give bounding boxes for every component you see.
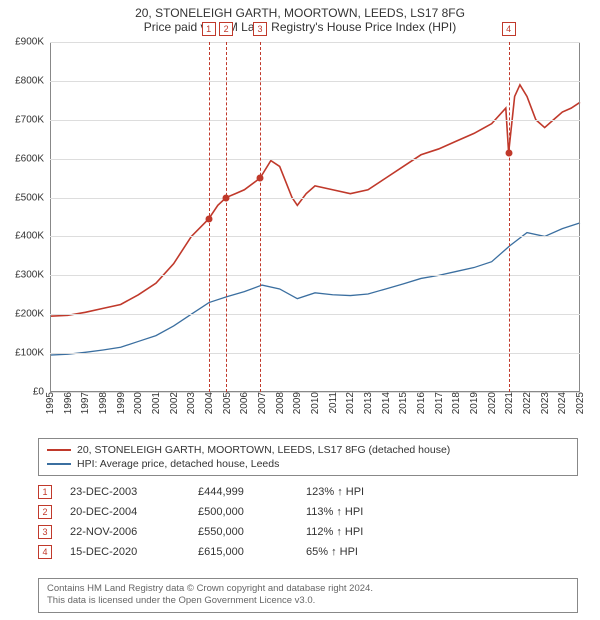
gridline-h <box>50 353 580 354</box>
x-tick-label: 1996 <box>63 392 74 420</box>
x-tick-label: 2017 <box>434 392 445 420</box>
x-tick-label: 1999 <box>116 392 127 420</box>
x-tick-label: 2002 <box>169 392 180 420</box>
x-tick-label: 2001 <box>151 392 162 420</box>
x-tick-label: 2016 <box>416 392 427 420</box>
x-tick-label: 1997 <box>80 392 91 420</box>
event-number-box: 3 <box>38 525 52 539</box>
marker-box: 4 <box>502 22 516 36</box>
gridline-h <box>50 42 580 43</box>
x-tick-label: 2022 <box>522 392 533 420</box>
event-percent: 65% ↑ HPI <box>306 546 396 558</box>
x-tick-label: 2019 <box>469 392 480 420</box>
y-tick-label: £300K <box>15 270 50 281</box>
x-tick-label: 2004 <box>204 392 215 420</box>
legend-row: 20, STONELEIGH GARTH, MOORTOWN, LEEDS, L… <box>47 443 569 457</box>
event-row: 2 20-DEC-2004 £500,000 113% ↑ HPI <box>38 502 578 522</box>
chart-lines-svg <box>50 42 580 392</box>
events-table: 1 23-DEC-2003 £444,999 123% ↑ HPI 2 20-DEC-20… <box>38 482 578 562</box>
x-tick-label: 2023 <box>540 392 551 420</box>
event-date: 23-DEC-2003 <box>70 486 180 498</box>
event-number-box: 2 <box>38 505 52 519</box>
x-tick-label: 2007 <box>257 392 268 420</box>
marker-dash-line <box>226 42 227 392</box>
x-tick-label: 2006 <box>239 392 250 420</box>
series-line-hpi <box>50 223 580 355</box>
x-tick-label: 2014 <box>381 392 392 420</box>
event-percent: 123% ↑ HPI <box>306 486 396 498</box>
legend-box: 20, STONELEIGH GARTH, MOORTOWN, LEEDS, L… <box>38 438 578 476</box>
x-tick-label: 2015 <box>398 392 409 420</box>
gridline-h <box>50 198 580 199</box>
marker-dash-line <box>260 42 261 392</box>
event-percent: 113% ↑ HPI <box>306 506 396 518</box>
y-tick-label: £700K <box>15 114 50 125</box>
legend-label: HPI: Average price, detached house, Leed… <box>77 458 279 470</box>
sale-point-marker <box>257 175 264 182</box>
sale-point-marker <box>223 194 230 201</box>
x-tick-label: 2020 <box>487 392 498 420</box>
marker-box: 2 <box>219 22 233 36</box>
sale-point-marker <box>205 215 212 222</box>
y-tick-label: £400K <box>15 231 50 242</box>
event-number-box: 4 <box>38 545 52 559</box>
y-tick-label: £500K <box>15 192 50 203</box>
event-price: £615,000 <box>198 546 288 558</box>
gridline-h <box>50 81 580 82</box>
x-tick-label: 2010 <box>310 392 321 420</box>
y-tick-label: £100K <box>15 348 50 359</box>
marker-box: 1 <box>202 22 216 36</box>
y-tick-label: £600K <box>15 153 50 164</box>
x-tick-label: 2000 <box>133 392 144 420</box>
x-tick-label: 2009 <box>292 392 303 420</box>
chart-plot-area: £0£100K£200K£300K£400K£500K£600K£700K£80… <box>50 42 580 392</box>
x-tick-label: 2013 <box>363 392 374 420</box>
event-date: 22-NOV-2006 <box>70 526 180 538</box>
x-tick-label: 2025 <box>575 392 586 420</box>
x-tick-label: 2008 <box>275 392 286 420</box>
marker-box: 3 <box>253 22 267 36</box>
event-row: 3 22-NOV-2006 £550,000 112% ↑ HPI <box>38 522 578 542</box>
x-tick-label: 2024 <box>557 392 568 420</box>
footnote-box: Contains HM Land Registry data © Crown c… <box>38 578 578 613</box>
legend-label: 20, STONELEIGH GARTH, MOORTOWN, LEEDS, L… <box>77 444 450 456</box>
x-tick-label: 1995 <box>45 392 56 420</box>
event-number-box: 1 <box>38 485 52 499</box>
gridline-h <box>50 120 580 121</box>
event-price: £444,999 <box>198 486 288 498</box>
x-tick-label: 2018 <box>451 392 462 420</box>
gridline-h <box>50 236 580 237</box>
event-date: 20-DEC-2004 <box>70 506 180 518</box>
legend-row: HPI: Average price, detached house, Leed… <box>47 457 569 471</box>
x-tick-label: 2011 <box>328 392 339 420</box>
event-price: £500,000 <box>198 506 288 518</box>
marker-dash-line <box>509 42 510 392</box>
x-tick-label: 2005 <box>222 392 233 420</box>
gridline-h <box>50 275 580 276</box>
y-tick-label: £900K <box>15 37 50 48</box>
gridline-h <box>50 314 580 315</box>
chart-container: 20, STONELEIGH GARTH, MOORTOWN, LEEDS, L… <box>0 0 600 620</box>
x-tick-label: 1998 <box>98 392 109 420</box>
legend-swatch <box>47 463 71 465</box>
footnote-line-2: This data is licensed under the Open Gov… <box>47 595 569 607</box>
footnote-line-1: Contains HM Land Registry data © Crown c… <box>47 583 569 595</box>
x-tick-label: 2012 <box>345 392 356 420</box>
x-tick-label: 2021 <box>504 392 515 420</box>
sale-point-marker <box>505 149 512 156</box>
title-line-1: 20, STONELEIGH GARTH, MOORTOWN, LEEDS, L… <box>0 6 600 20</box>
event-row: 1 23-DEC-2003 £444,999 123% ↑ HPI <box>38 482 578 502</box>
event-date: 15-DEC-2020 <box>70 546 180 558</box>
gridline-h <box>50 159 580 160</box>
event-price: £550,000 <box>198 526 288 538</box>
y-tick-label: £200K <box>15 309 50 320</box>
event-percent: 112% ↑ HPI <box>306 526 396 538</box>
event-row: 4 15-DEC-2020 £615,000 65% ↑ HPI <box>38 542 578 562</box>
y-tick-label: £800K <box>15 75 50 86</box>
x-tick-label: 2003 <box>186 392 197 420</box>
legend-swatch <box>47 449 71 451</box>
